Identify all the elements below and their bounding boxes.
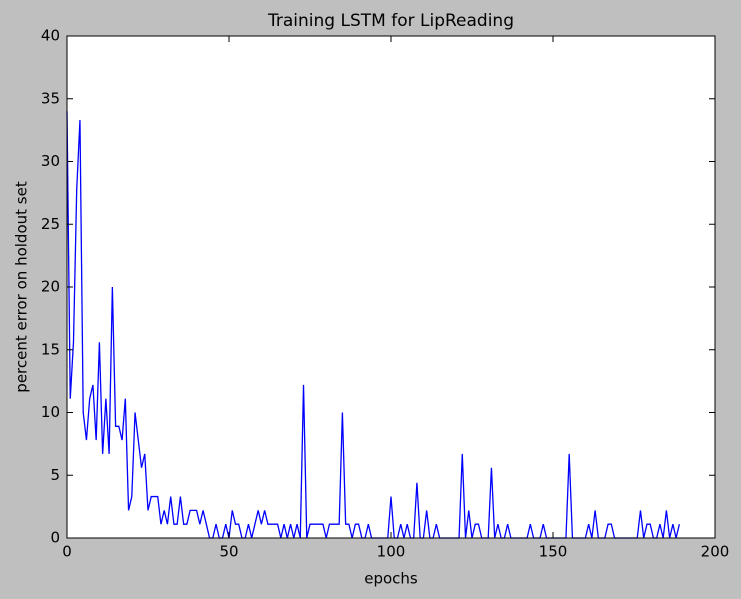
- y-tick-label: 5: [50, 466, 60, 484]
- y-tick-label: 0: [50, 529, 60, 547]
- y-tick-label: 20: [41, 278, 60, 296]
- y-tick-label: 30: [41, 152, 60, 170]
- x-axis-label: epochs: [364, 570, 418, 588]
- x-tick-label: 0: [62, 543, 72, 561]
- x-tick-label: 100: [377, 543, 406, 561]
- y-tick-label: 40: [41, 27, 60, 45]
- y-tick-label: 10: [41, 403, 60, 421]
- plot-area: [67, 36, 715, 538]
- x-tick-label: 150: [539, 543, 568, 561]
- chart-title: Training LSTM for LipReading: [267, 11, 514, 31]
- x-tick-label: 50: [219, 543, 238, 561]
- plot-frame: [66, 35, 716, 539]
- y-tick-label: 35: [41, 89, 60, 107]
- y-axis-label: percent error on holdout set: [13, 181, 31, 393]
- y-tick-label: 25: [41, 215, 60, 233]
- x-tick-label: 200: [701, 543, 730, 561]
- y-tick-label: 15: [41, 340, 60, 358]
